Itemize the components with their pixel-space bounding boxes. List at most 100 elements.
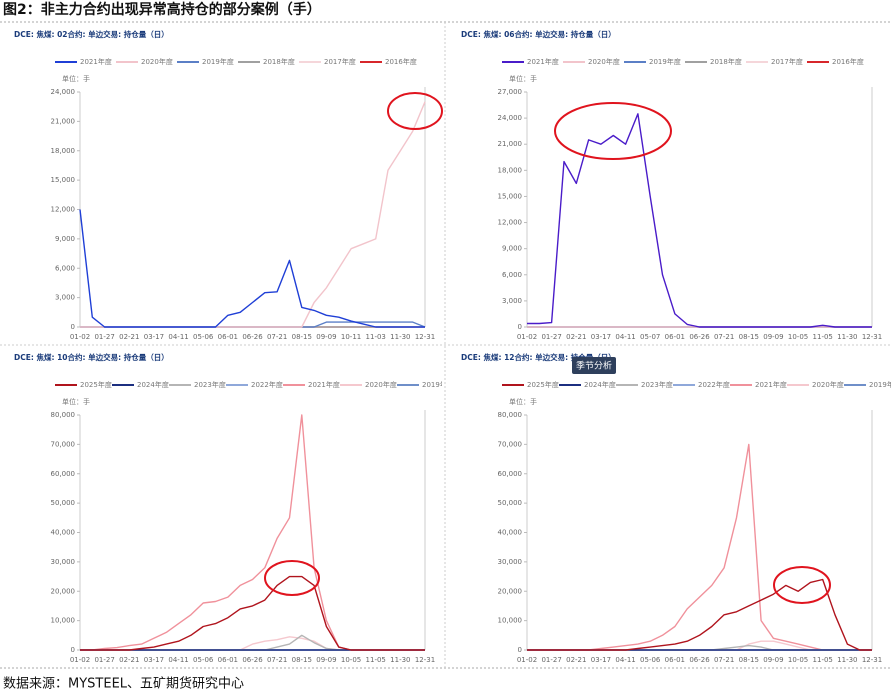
legend-label: 2018年度 <box>263 57 295 66</box>
x-tick-label: 05-06 <box>640 656 661 664</box>
x-tick-label: 03-17 <box>144 333 164 341</box>
y-tick-label: 21,000 <box>51 117 76 125</box>
x-tick-label: 01-27 <box>94 656 114 664</box>
unit-label: 单位：手 <box>509 74 537 83</box>
x-tick-label: 09-09 <box>316 333 336 341</box>
y-tick-label: 80,000 <box>498 411 523 419</box>
legend-label: 2021年度 <box>308 380 340 389</box>
legend-label: 2020年度 <box>812 380 844 389</box>
chart-panel: DCE: 焦煤: 02合约: 单边交易: 持仓量（日） 单位：手 2021年度 202… <box>14 29 435 341</box>
x-tick-label: 10-05 <box>341 656 361 664</box>
x-tick-label: 08-15 <box>292 333 312 341</box>
x-tick-label: 10-05 <box>788 656 808 664</box>
series-line <box>79 209 425 328</box>
x-tick-label: 06-01 <box>218 656 238 664</box>
x-tick-label: 01-27 <box>94 333 114 341</box>
x-tick-label: 11-30 <box>390 333 410 341</box>
legend-label: 2024年度 <box>137 380 169 389</box>
series-line <box>527 113 872 328</box>
legend-label: 2023年度 <box>194 380 226 389</box>
legend-label: 2024年度 <box>584 380 616 389</box>
x-tick-label: 11-05 <box>813 333 833 341</box>
y-tick-label: 27,000 <box>498 88 523 96</box>
x-tick-label: 02-21 <box>119 656 139 664</box>
x-tick-label: 05-06 <box>193 333 214 341</box>
x-tick-label: 01-27 <box>541 656 561 664</box>
legend-label: 2021年度 <box>527 57 559 66</box>
x-tick-label: 06-01 <box>665 656 685 664</box>
tooltip-box <box>572 357 616 374</box>
x-tick-label: 03-17 <box>591 333 611 341</box>
figure-title: 图2：非主力合约出现异常高持仓的部分案例（手） <box>3 1 321 18</box>
y-tick-label: 18,000 <box>498 166 523 174</box>
y-tick-label: 20,000 <box>51 587 76 595</box>
y-tick-label: 30,000 <box>51 558 76 566</box>
legend-label: 2025年度 <box>527 380 559 389</box>
x-tick-label: 05-07 <box>640 333 660 341</box>
x-tick-label: 11-30 <box>390 656 410 664</box>
y-tick-label: 6,000 <box>502 271 522 279</box>
x-tick-label: 09-09 <box>763 333 783 341</box>
x-tick-label: 05-06 <box>193 656 214 664</box>
x-tick-label: 07-21 <box>714 656 734 664</box>
x-tick-label: 08-15 <box>739 656 759 664</box>
y-tick-label: 50,000 <box>498 499 523 507</box>
chart-title: DCE: 焦煤: 12合约: 单边交易: 持仓量（日） <box>461 352 616 362</box>
legend-label: 2019年度 <box>202 57 234 66</box>
series-line <box>80 575 425 651</box>
y-tick-label: 20,000 <box>498 587 523 595</box>
x-tick-label: 02-21 <box>566 656 586 664</box>
y-tick-label: 0 <box>71 646 75 654</box>
series-line <box>527 578 872 651</box>
x-tick-label: 11-05 <box>813 656 833 664</box>
series-line <box>527 640 872 651</box>
x-tick-label: 03-17 <box>144 656 164 664</box>
legend-label: 2022年度 <box>251 380 283 389</box>
x-tick-label: 11-03 <box>366 333 386 341</box>
highlight-ellipse <box>387 92 443 130</box>
y-tick-label: 60,000 <box>51 470 76 478</box>
x-tick-label: 11-30 <box>837 656 857 664</box>
x-tick-label: 12-31 <box>415 656 435 664</box>
legend-label: 2022年度 <box>698 380 730 389</box>
x-tick-label: 10-05 <box>788 333 808 341</box>
tooltip: 季节分析 <box>576 360 612 372</box>
legend-label: 2021年度 <box>755 380 787 389</box>
highlight-ellipse <box>264 560 320 596</box>
y-tick-label: 60,000 <box>498 470 523 478</box>
chart-panel: DCE: 焦煤: 10合约: 单边交易: 持仓量（日） 单位：手 2025年度 202… <box>14 352 454 664</box>
x-tick-label: 12-31 <box>415 333 435 341</box>
legend-label: 2023年度 <box>641 380 673 389</box>
y-tick-label: 15,000 <box>51 176 76 184</box>
y-tick-label: 24,000 <box>51 88 76 96</box>
y-tick-label: 15,000 <box>498 192 523 200</box>
y-tick-label: 24,000 <box>498 114 523 122</box>
x-tick-label: 04-11 <box>168 656 188 664</box>
y-tick-label: 9,000 <box>55 235 75 243</box>
x-tick-label: 06-26 <box>689 333 710 341</box>
legend-label: 2017年度 <box>771 57 803 66</box>
legend-label: 2020年度 <box>141 57 173 66</box>
legend-label: 2020年度 <box>588 57 620 66</box>
x-tick-label: 04-11 <box>615 333 635 341</box>
x-tick-label: 07-21 <box>267 656 287 664</box>
legend-label: 2025年度 <box>80 380 112 389</box>
x-tick-label: 01-02 <box>517 656 537 664</box>
highlight-ellipse <box>773 566 831 604</box>
x-tick-label: 02-21 <box>119 333 139 341</box>
legend-label: 2016年度 <box>832 57 864 66</box>
legend-label: 2016年度 <box>385 57 417 66</box>
x-tick-label: 01-02 <box>70 656 90 664</box>
y-tick-label: 0 <box>71 323 75 331</box>
x-tick-label: 12-31 <box>862 333 882 341</box>
source-note: 数据来源：MYSTEEL、五矿期货研究中心 <box>3 676 244 692</box>
legend-label: 2019年度 <box>869 380 891 389</box>
y-tick-label: 40,000 <box>498 529 523 537</box>
legend-label: 2019年度 <box>422 380 454 389</box>
y-tick-label: 50,000 <box>51 499 76 507</box>
y-tick-label: 18,000 <box>51 147 76 155</box>
x-tick-label: 11-05 <box>366 656 386 664</box>
y-tick-label: 70,000 <box>51 440 76 448</box>
x-tick-label: 09-09 <box>316 656 336 664</box>
unit-label: 单位：手 <box>62 74 90 83</box>
